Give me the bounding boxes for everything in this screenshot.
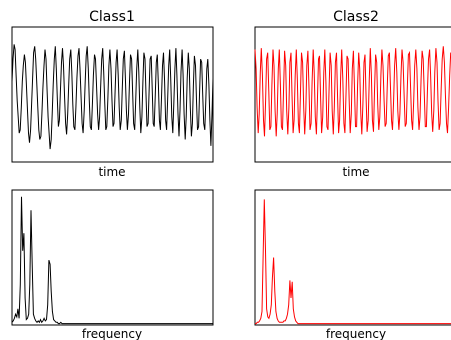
class2-title: Class2 — [333, 9, 379, 25]
class2-time-series-line — [254, 46, 451, 137]
class1-frequency-xlabel: frequency — [82, 327, 142, 340]
class2-frequency-axes — [254, 189, 451, 326]
class1-time-axes — [11, 26, 214, 163]
panel-class2-frequency: frequency — [254, 189, 451, 340]
class1-title: Class1 — [89, 9, 135, 25]
class2-frequency-xlabel: frequency — [326, 327, 386, 340]
panel-class1-time: Class1 time — [11, 9, 214, 179]
panel-class1-frequency: frequency — [11, 189, 214, 340]
class1-frequency-spectrum-line — [11, 196, 213, 325]
class2-time-xlabel: time — [342, 165, 369, 179]
panel-class2-time: Class2 time — [254, 9, 451, 179]
class2-frequency-spectrum-line — [255, 199, 451, 325]
class1-time-xlabel: time — [98, 165, 125, 179]
class1-frequency-axes — [11, 189, 214, 326]
class1-time-series-line — [11, 44, 214, 150]
class2-time-axes — [254, 26, 451, 163]
